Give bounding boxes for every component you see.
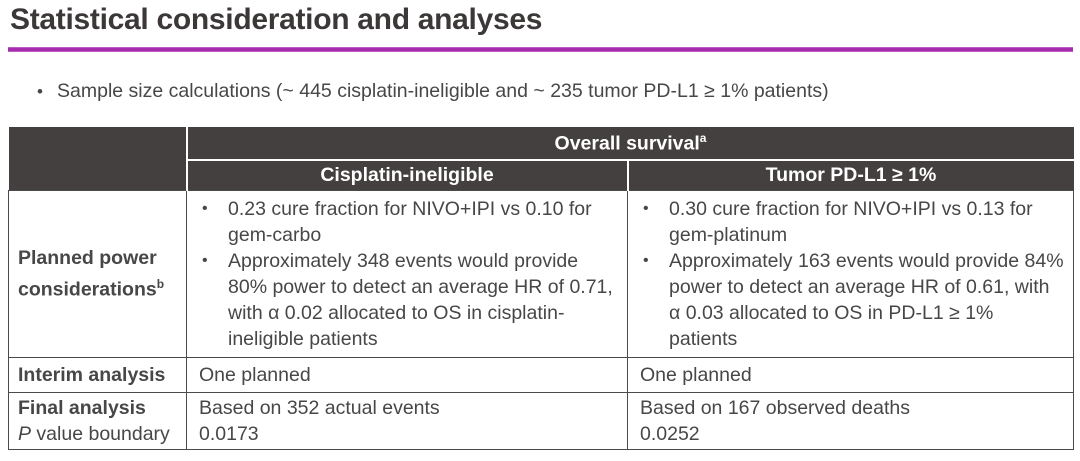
power-pdl1-bullet-1: 0.30 cure fraction for NIVO+IPI vs 0.13 … [669,197,1033,246]
cell-final-cisplatin: Based on 352 actual events 0.0173 [186,391,628,450]
list-item: • 0.30 cure fraction for NIVO+IPI vs 0.1… [640,196,1065,248]
power-cisplatin-bullet-2: Approximately 348 events would provide 8… [228,249,613,350]
p-value-boundary-rest: value boundary [31,422,170,445]
row-label-interim-analysis: Interim analysis [8,356,187,393]
sample-size-bullet: • Sample size calculations (~ 445 cispla… [37,79,829,104]
title-underline-rule [8,47,1073,52]
table-row-planned-power: Planned power considerationsb • 0.23 cur… [8,189,1075,358]
overall-survival-header: Overall survivala [186,127,1074,161]
table-row-final-analysis: Final analysis P value boundary Based on… [8,391,1075,450]
list-item: • 0.23 cure fraction for NIVO+IPI vs 0.1… [199,196,619,248]
sample-size-text: Sample size calculations (~ 445 cisplati… [57,80,829,102]
row-label-planned-power: Planned power considerationsb [8,189,187,358]
bullet-marker: • [202,199,208,217]
p-value-boundary-label: P value boundary [18,421,180,447]
final-cisplatin-pvalue: 0.0173 [199,422,259,445]
cell-final-pdl1: Based on 167 observed deaths 0.0252 [626,391,1075,450]
row-label-final-analysis: Final analysis P value boundary [8,391,187,450]
power-cisplatin-bullet-1: 0.23 cure fraction for NIVO+IPI vs 0.10 … [228,197,592,246]
table-corner-cell [8,127,188,190]
power-pdl1-bullet-2: Approximately 163 events would provide 8… [669,249,1064,350]
cell-interim-pdl1: One planned [626,356,1075,393]
bullet-marker: • [643,199,649,217]
overall-survival-label: Overall survival [554,132,700,155]
bullet-marker: • [202,251,208,269]
bullet-marker: • [643,251,649,269]
list-item: • Approximately 163 events would provide… [640,248,1065,352]
cell-power-pdl1: • 0.30 cure fraction for NIVO+IPI vs 0.1… [626,189,1075,358]
final-pdl1-pvalue: 0.0252 [640,422,700,445]
footnote-marker-b: b [156,276,165,291]
tumor-pdl1-header: Tumor PD-L1 ≥ 1% [627,160,1074,190]
cell-interim-cisplatin: One planned [186,356,628,393]
final-analysis-label: Final analysis [18,396,146,419]
final-pdl1-deaths: Based on 167 observed deaths [640,396,910,419]
cell-power-cisplatin: • 0.23 cure fraction for NIVO+IPI vs 0.1… [186,189,628,358]
statistics-table: Overall survivala Cisplatin-ineligible T… [8,127,1075,450]
footnote-marker-a: a [699,130,707,145]
planned-power-label: Planned power considerations [18,246,157,301]
bullet-marker: • [37,82,43,101]
table-row-interim-analysis: Interim analysis One planned One planned [8,356,1075,393]
list-item: • Approximately 348 events would provide… [199,248,619,352]
cisplatin-ineligible-header: Cisplatin-ineligible [186,160,629,190]
page-title: Statistical consideration and analyses [10,3,543,36]
p-italic: P [18,422,32,445]
final-cisplatin-events: Based on 352 actual events [199,396,440,419]
